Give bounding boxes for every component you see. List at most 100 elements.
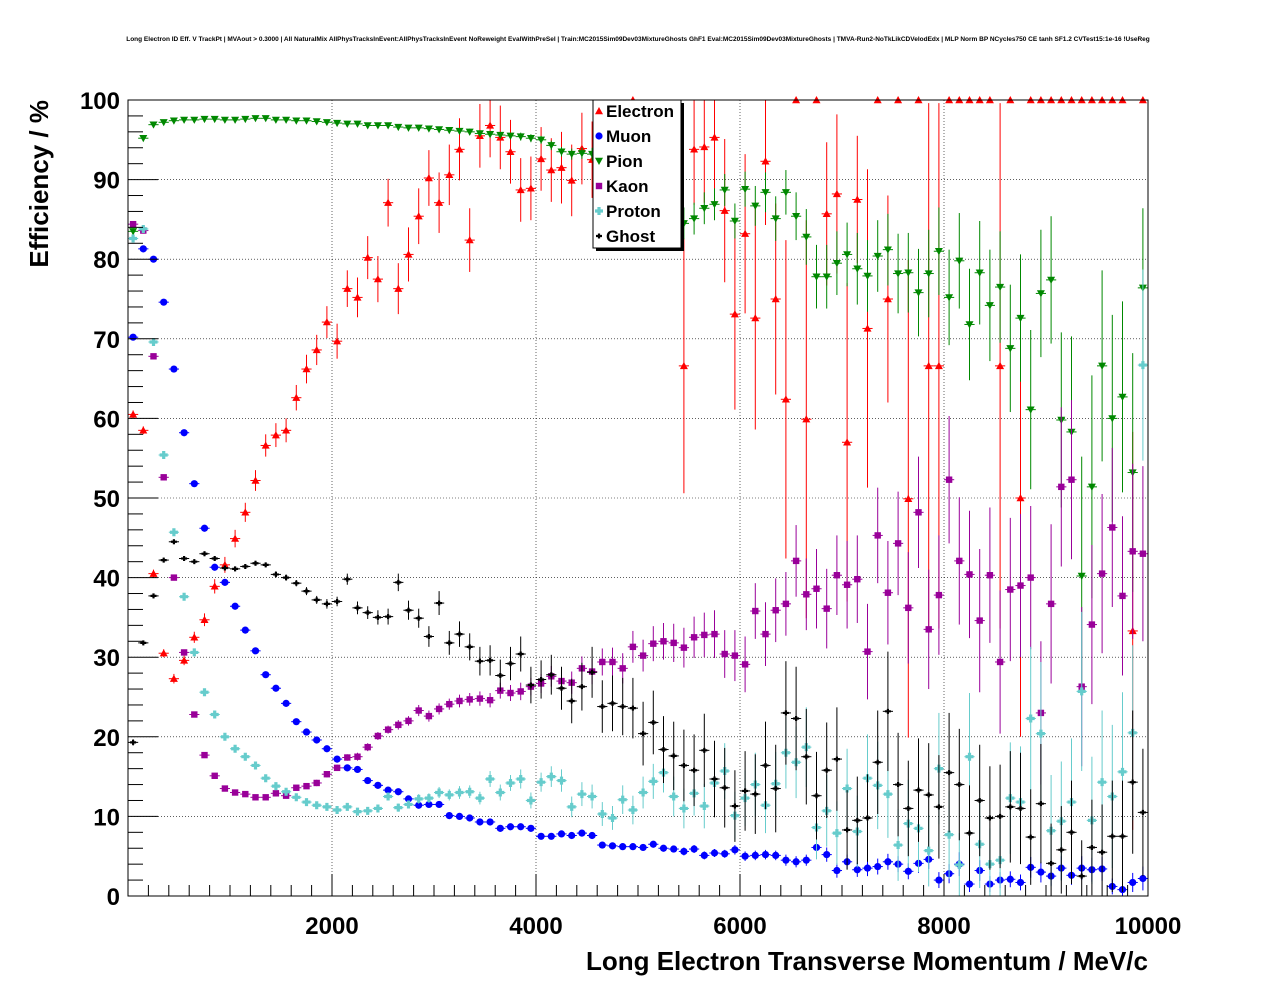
data-point <box>272 684 280 692</box>
data-point <box>894 540 902 547</box>
data-point <box>1077 687 1086 696</box>
data-point <box>344 576 351 582</box>
data-point <box>262 562 269 568</box>
data-point <box>343 802 352 811</box>
data-point <box>751 202 760 210</box>
data-point <box>629 705 636 711</box>
data-point <box>741 661 749 668</box>
data-point <box>384 198 393 206</box>
data-point <box>333 755 341 763</box>
data-point <box>129 234 138 243</box>
data-point <box>802 856 810 864</box>
data-point <box>302 117 311 125</box>
data-point <box>567 802 576 811</box>
data-point <box>557 776 566 785</box>
data-point <box>895 782 902 788</box>
y-axis-label: Efficiency / % <box>24 100 54 268</box>
data-point <box>609 700 616 706</box>
data-point <box>149 337 158 346</box>
data-point <box>322 318 331 326</box>
data-point <box>364 610 371 616</box>
data-point <box>996 283 1005 292</box>
data-point <box>975 269 984 277</box>
data-point <box>771 295 780 303</box>
data-point <box>578 684 585 690</box>
data-point <box>292 117 301 125</box>
data-point <box>445 170 454 179</box>
data-point <box>823 767 830 773</box>
data-point <box>251 647 260 655</box>
data-point <box>312 801 321 810</box>
data-point <box>486 774 495 783</box>
data-point <box>925 792 932 798</box>
data-point <box>1119 592 1126 600</box>
data-point <box>883 246 892 254</box>
data-point <box>466 814 474 822</box>
data-point <box>710 201 719 209</box>
data-point <box>220 560 229 569</box>
data-point <box>363 253 372 261</box>
data-point <box>292 393 301 401</box>
x-tick-label: 8000 <box>917 913 970 940</box>
data-point <box>823 605 830 612</box>
data-point <box>1098 778 1107 787</box>
data-point <box>1016 314 1025 323</box>
data-point <box>853 866 861 874</box>
legend: Electron Muon Pion Kaon Proton Ghost <box>592 99 684 251</box>
data-point <box>650 640 657 647</box>
legend-marker <box>595 132 603 140</box>
data-point <box>945 294 954 302</box>
x-axis-label: Long Electron Transverse Momentum / MeV/… <box>586 946 1148 976</box>
data-point <box>1087 483 1096 491</box>
data-point <box>486 696 494 704</box>
data-point <box>762 762 769 768</box>
data-point <box>496 131 505 140</box>
legend-marker <box>595 207 603 215</box>
data-point <box>425 634 432 640</box>
data-point <box>435 788 444 797</box>
data-point <box>313 597 320 603</box>
data-point <box>762 630 769 638</box>
data-point <box>476 658 483 664</box>
data-point <box>731 652 739 659</box>
data-point <box>976 617 983 624</box>
chart-title: Long Electron ID Eff. V TrackPt | MVAout… <box>126 36 1150 43</box>
data-point <box>752 791 759 797</box>
data-point <box>1047 600 1055 608</box>
data-point <box>272 571 279 577</box>
data-point <box>547 142 556 150</box>
data-point <box>568 831 576 840</box>
data-point <box>373 275 382 283</box>
data-point <box>700 205 709 213</box>
data-point <box>547 166 556 174</box>
data-point <box>302 365 311 373</box>
data-point <box>558 685 565 691</box>
data-point <box>241 626 249 634</box>
data-point <box>628 806 637 815</box>
data-point <box>466 644 473 650</box>
data-point <box>629 643 637 651</box>
data-point <box>445 790 454 799</box>
data-point <box>659 844 668 852</box>
data-point <box>129 220 137 228</box>
data-point <box>986 572 994 579</box>
x-tick-label: 6000 <box>713 913 766 940</box>
data-point <box>966 571 973 578</box>
data-point <box>322 802 331 811</box>
data-point <box>181 555 188 561</box>
data-point <box>139 426 148 434</box>
data-point <box>761 189 770 197</box>
data-point <box>445 812 453 820</box>
data-point <box>832 829 841 838</box>
data-point <box>966 830 973 836</box>
data-point <box>242 790 249 798</box>
data-point <box>211 772 218 780</box>
data-point <box>1037 868 1045 876</box>
data-point <box>271 782 280 791</box>
data-point <box>701 631 708 639</box>
data-point <box>231 116 240 124</box>
legend-entry-label: Ghost <box>606 227 655 246</box>
data-point <box>435 800 443 809</box>
data-point <box>159 119 168 127</box>
